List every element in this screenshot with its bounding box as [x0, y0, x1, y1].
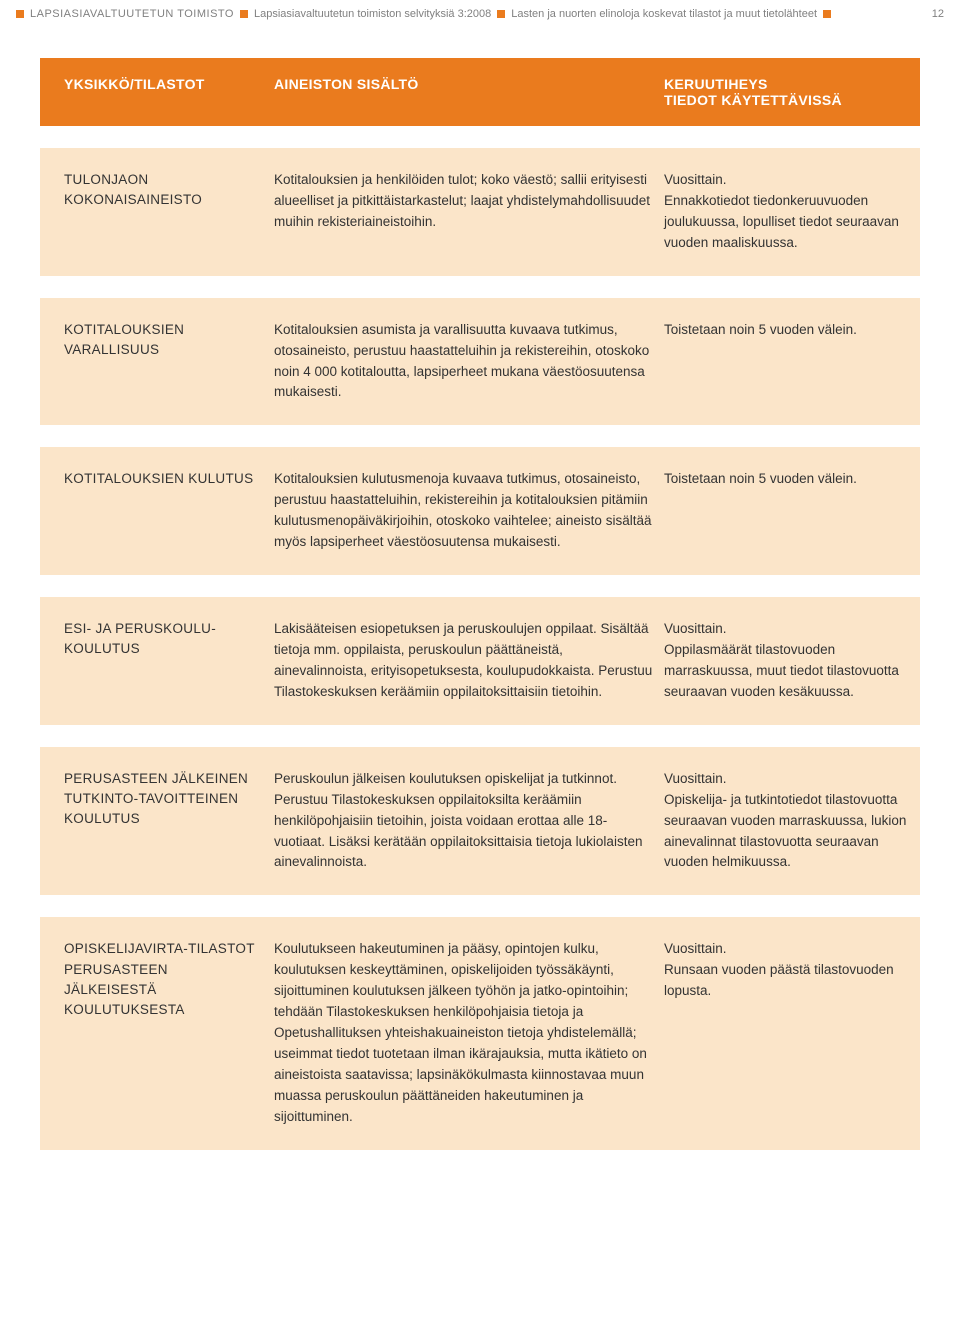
- table-row: KOTITALOUKSIEN KULUTUSKotitalouksien kul…: [40, 447, 920, 575]
- rows-container: TULONJAON KOKONAISAINEISTOKotitalouksien…: [40, 148, 920, 1150]
- table-row: PERUSASTEEN JÄLKEINEN TUTKINTO-TAVOITTEI…: [40, 747, 920, 896]
- row-frequency: Vuosittain. Ennakkotiedot tiedonkeruuvuo…: [664, 170, 924, 254]
- row-content: Kotitalouksien asumista ja varallisuutta…: [274, 320, 654, 404]
- square-icon: [16, 10, 24, 18]
- col-header-freq-line1: KERUUTIHEYS: [664, 76, 768, 92]
- row-unit: KOTITALOUKSIEN KULUTUS: [64, 469, 264, 553]
- row-frequency: Vuosittain. Oppilasmäärät tilastovuoden …: [664, 619, 924, 703]
- row-content: Kotitalouksien ja henkilöiden tulot; kok…: [274, 170, 654, 254]
- row-frequency: Toistetaan noin 5 vuoden välein.: [664, 320, 924, 404]
- header-title: Lasten ja nuorten elinoloja koskevat til…: [511, 8, 817, 20]
- row-unit: KOTITALOUKSIEN VARALLISUUS: [64, 320, 264, 404]
- table-row: TULONJAON KOKONAISAINEISTOKotitalouksien…: [40, 148, 920, 276]
- col-header-freq-line2: TIEDOT KÄYTETTÄVISSÄ: [664, 92, 842, 108]
- page-header: LAPSIASIAVALTUUTETUN TOIMISTO Lapsiasiav…: [0, 0, 960, 28]
- row-unit: PERUSASTEEN JÄLKEINEN TUTKINTO-TAVOITTEI…: [64, 769, 264, 874]
- table-row: OPISKELIJAVIRTA-TILASTOT PERUSASTEEN JÄL…: [40, 917, 920, 1149]
- header-series: Lapsiasiavaltuutetun toimiston selvityks…: [254, 8, 491, 20]
- col-header-frequency: KERUUTIHEYS TIEDOT KÄYTETTÄVISSÄ: [664, 76, 924, 108]
- page-number: 12: [932, 8, 944, 20]
- square-icon: [240, 10, 248, 18]
- header-org: LAPSIASIAVALTUUTETUN TOIMISTO: [30, 8, 234, 20]
- row-unit: TULONJAON KOKONAISAINEISTO: [64, 170, 264, 254]
- row-content: Kotitalouksien kulutusmenoja kuvaava tut…: [274, 469, 654, 553]
- row-content: Koulutukseen hakeutuminen ja pääsy, opin…: [274, 939, 654, 1127]
- row-frequency: Toistetaan noin 5 vuoden välein.: [664, 469, 924, 553]
- col-header-content: AINEISTON SISÄLTÖ: [274, 76, 654, 108]
- row-content: Peruskoulun jälkeisen koulutuksen opiske…: [274, 769, 654, 874]
- col-header-unit: YKSIKKÖ/TILASTOT: [64, 76, 264, 108]
- square-icon: [497, 10, 505, 18]
- row-content: Lakisääteisen esiopetuksen ja peruskoulu…: [274, 619, 654, 703]
- table-header: YKSIKKÖ/TILASTOT AINEISTON SISÄLTÖ KERUU…: [40, 58, 920, 126]
- row-frequency: Vuosittain. Opiskelija- ja tutkintotiedo…: [664, 769, 924, 874]
- square-icon: [823, 10, 831, 18]
- table-row: ESI- JA PERUSKOULU-KOULUTUSLakisääteisen…: [40, 597, 920, 725]
- row-frequency: Vuosittain. Runsaan vuoden päästä tilast…: [664, 939, 924, 1127]
- content: YKSIKKÖ/TILASTOT AINEISTON SISÄLTÖ KERUU…: [0, 28, 960, 1212]
- row-unit: OPISKELIJAVIRTA-TILASTOT PERUSASTEEN JÄL…: [64, 939, 264, 1127]
- row-unit: ESI- JA PERUSKOULU-KOULUTUS: [64, 619, 264, 703]
- table-row: KOTITALOUKSIEN VARALLISUUSKotitalouksien…: [40, 298, 920, 426]
